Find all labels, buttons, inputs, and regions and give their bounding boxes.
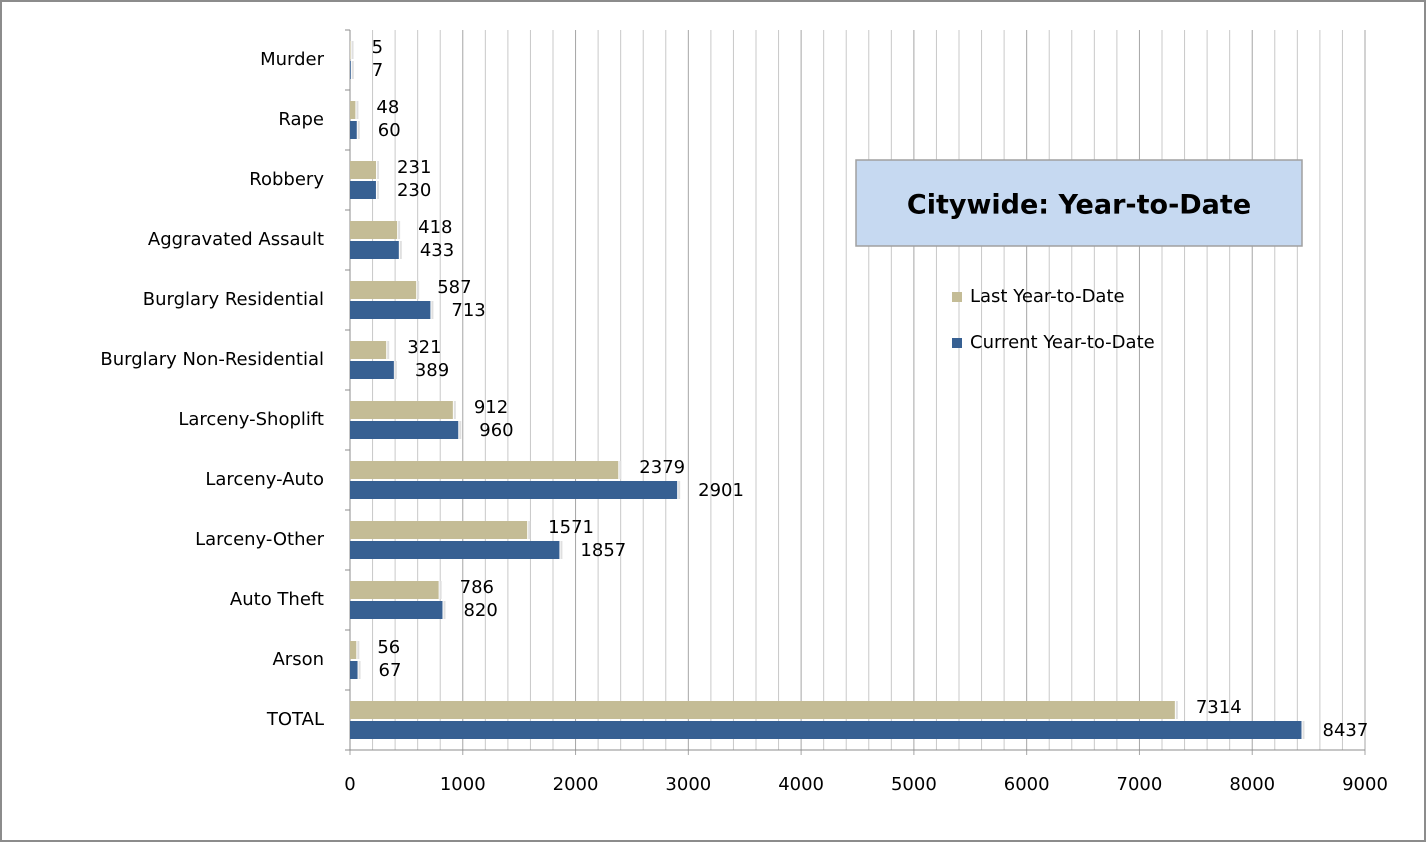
- data-label: 389: [415, 360, 449, 381]
- x-tick-label: 0: [344, 774, 355, 795]
- data-label: 67: [379, 660, 402, 681]
- bar: [350, 61, 351, 79]
- bar: [350, 641, 357, 659]
- data-label: 2379: [639, 457, 685, 478]
- legend-label: Last Year-to-Date: [970, 286, 1125, 307]
- bar: [350, 241, 399, 259]
- bar: [350, 541, 560, 559]
- data-label: 60: [378, 120, 401, 141]
- data-label: 2901: [698, 480, 744, 501]
- bar: [350, 221, 398, 239]
- x-tick-label: 2000: [553, 774, 599, 795]
- x-tick-label: 4000: [778, 774, 824, 795]
- data-label: 231: [397, 157, 431, 178]
- bar: [350, 581, 439, 599]
- data-label: 912: [474, 397, 508, 418]
- data-label: 1571: [548, 517, 594, 538]
- data-label: 321: [407, 337, 441, 358]
- x-tick-label: 8000: [1229, 774, 1275, 795]
- y-tick-label: Burglary Non-Residential: [100, 349, 324, 370]
- data-label: 433: [420, 240, 454, 261]
- data-label: 713: [451, 300, 485, 321]
- y-tick-label: TOTAL: [266, 709, 324, 730]
- data-label: 418: [418, 217, 452, 238]
- bar: [350, 121, 357, 139]
- data-label: 230: [397, 180, 431, 201]
- bar: [350, 601, 443, 619]
- chart-title: Citywide: Year-to-Date: [907, 190, 1251, 221]
- bar: [350, 461, 619, 479]
- bar: [350, 721, 1302, 739]
- y-tick-label: Arson: [272, 649, 324, 670]
- bar: [350, 181, 376, 199]
- bar: [350, 301, 431, 319]
- y-tick-label: Aggravated Assault: [148, 229, 324, 250]
- bar: [350, 401, 453, 419]
- title-box: [855, 159, 1303, 247]
- bar: [350, 661, 358, 679]
- y-tick-label: Robbery: [249, 169, 324, 190]
- bar: [350, 41, 351, 59]
- y-tick-label: Larceny-Other: [195, 529, 324, 550]
- x-tick-label: 7000: [1117, 774, 1163, 795]
- bar: [350, 361, 394, 379]
- bar: [350, 421, 459, 439]
- y-tick-label: Larceny-Shoplift: [178, 409, 324, 430]
- data-label: 5: [372, 37, 383, 58]
- plot-area: 0 1000 2000 3000 4000 5000 6000 7000 8000 9000 Mur…: [100, 29, 1388, 795]
- y-tick-label: Larceny-Auto: [205, 469, 324, 490]
- x-tick-label: 9000: [1342, 774, 1388, 795]
- data-label: 48: [376, 97, 399, 118]
- data-label: 7: [372, 60, 383, 81]
- data-label: 820: [463, 600, 497, 621]
- x-tick-label: 1000: [440, 774, 486, 795]
- y-tick-label: Auto Theft: [230, 589, 324, 610]
- data-label: 1857: [580, 540, 626, 561]
- x-tick-label: 6000: [1004, 774, 1050, 795]
- y-tick-label: Murder: [260, 49, 325, 70]
- bar: [350, 341, 387, 359]
- bar: [350, 701, 1175, 719]
- data-label: 56: [377, 637, 400, 658]
- data-label: 960: [479, 420, 513, 441]
- legend-swatch: [952, 338, 962, 348]
- legend-swatch: [952, 292, 962, 302]
- data-label: 587: [437, 277, 471, 298]
- data-label: 786: [460, 577, 494, 598]
- data-label: 8437: [1323, 720, 1369, 741]
- y-tick-label: Rape: [278, 109, 324, 130]
- bar: [350, 481, 678, 499]
- legend-label: Current Year-to-Date: [970, 332, 1155, 353]
- bar: [350, 521, 528, 539]
- bar: [350, 281, 417, 299]
- bar: [350, 101, 356, 119]
- x-tick-label: 5000: [891, 774, 937, 795]
- y-tick-label: Burglary Residential: [143, 289, 324, 310]
- bar: [350, 161, 377, 179]
- data-label: 7314: [1196, 697, 1242, 718]
- x-tick-label: 3000: [665, 774, 711, 795]
